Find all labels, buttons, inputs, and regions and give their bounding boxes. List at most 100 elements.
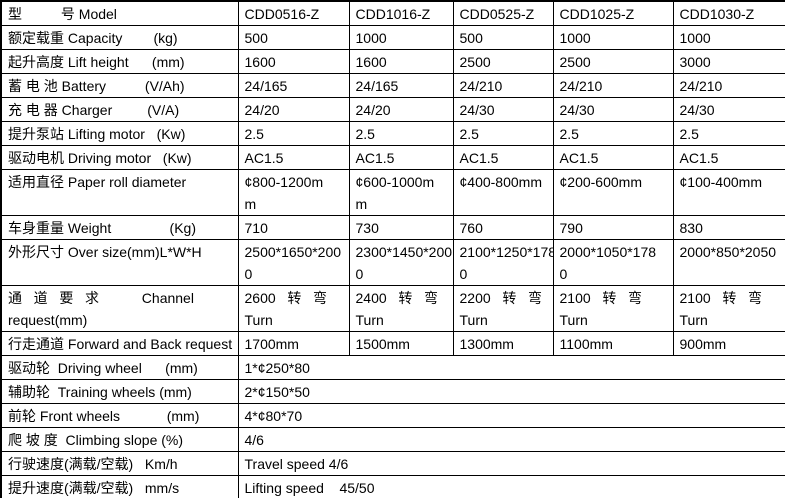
spec-label-driving-motor: 驱动电机 Driving motor (Kw) [0, 145, 239, 170]
table-row-training-wheels: 辅助轮 Training wheels (mm) 2*¢150*50 [0, 379, 785, 404]
spec-value: 24/165 [348, 73, 454, 98]
table-row-lift-height: 起升高度 Lift height (mm) 1600 1600 2500 250… [0, 49, 785, 74]
table-row-weight: 车身重量 Weight (Kg) 710 730 760 790 830 [0, 215, 785, 240]
spec-value: 1500mm [348, 331, 454, 356]
spec-value: 2.5 [452, 121, 554, 146]
spec-value: 2300*1450*200 0 [348, 239, 454, 286]
spec-value: 1000 [672, 25, 785, 50]
spec-value: 760 [452, 215, 554, 240]
spec-value-span: Lifting speed 45/50 [237, 475, 785, 498]
table-row-lifting-speed: 提升速度(满载/空载) mm/s Lifting speed 45/50 [0, 475, 785, 498]
spec-value: 790 [552, 215, 674, 240]
table-row-climbing-slope: 爬 坡 度 Climbing slope (%) 4/6 [0, 427, 785, 452]
model-header-cdd1030z: CDD1030-Z [672, 0, 785, 26]
spec-value: ¢800-1200m m [237, 169, 350, 216]
spec-label-training-wheels: 辅助轮 Training wheels (mm) [0, 379, 239, 404]
spec-value-span: 4*¢80*70 [237, 403, 785, 428]
spec-value: 2.5 [672, 121, 785, 146]
model-header-cdd1025z: CDD1025-Z [552, 0, 674, 26]
spec-value: 500 [237, 25, 350, 50]
spec-label-paper-roll-diameter: 适用直径 Paper roll diameter [0, 169, 239, 216]
spec-value: AC1.5 [237, 145, 350, 170]
spec-value: 2600 转 弯 Turn [237, 285, 350, 332]
spec-value: 2500 [452, 49, 554, 74]
spec-value: 2500*1650*200 0 [237, 239, 350, 286]
spec-value: 24/210 [672, 73, 785, 98]
spec-value: AC1.5 [552, 145, 674, 170]
model-header-cdd0525z: CDD0525-Z [452, 0, 554, 26]
spec-label-lifting-motor: 提升泵站 Lifting motor (Kw) [0, 121, 239, 146]
spec-value: 2500 [552, 49, 674, 74]
model-header-cdd0516z: CDD0516-Z [237, 0, 350, 26]
spec-value-span: Travel speed 4/6 [237, 451, 785, 476]
spec-value: 24/30 [552, 97, 674, 122]
spec-value: 3000 [672, 49, 785, 74]
spec-value: AC1.5 [348, 145, 454, 170]
spec-value: 1000 [552, 25, 674, 50]
spec-value: 2000*850*2050 [672, 239, 785, 286]
spec-value: 24/30 [452, 97, 554, 122]
spec-value: 24/210 [552, 73, 674, 98]
spec-label-climbing-slope: 爬 坡 度 Climbing slope (%) [0, 427, 239, 452]
spec-value: 24/165 [237, 73, 350, 98]
spec-value: ¢100-400mm [672, 169, 785, 216]
spec-label-lift-height: 起升高度 Lift height (mm) [0, 49, 239, 74]
spec-label-forward-back-request: 行走通道 Forward and Back request [0, 331, 239, 356]
spec-value: 830 [672, 215, 785, 240]
spec-value-span: 4/6 [237, 427, 785, 452]
spec-value: 2100 转 弯 Turn [672, 285, 785, 332]
spec-value: 1600 [348, 49, 454, 74]
table-row-paper-roll-diameter: 适用直径 Paper roll diameter ¢800-1200m m ¢6… [0, 169, 785, 216]
spec-label-battery: 蓄 电 池 Battery (V/Ah) [0, 73, 239, 98]
table-row-front-wheels: 前轮 Front wheels (mm) 4*¢80*70 [0, 403, 785, 428]
table-row-travel-speed: 行驶速度(满载/空载) Km/h Travel speed 4/6 [0, 451, 785, 476]
spec-value: 2100*1250*178 0 [452, 239, 554, 286]
spec-value-span: 1*¢250*80 [237, 355, 785, 380]
spec-label-front-wheels: 前轮 Front wheels (mm) [0, 403, 239, 428]
spec-value: 1100mm [552, 331, 674, 356]
model-row-label: 型 号 Model [0, 0, 239, 26]
table-row-forward-back-request: 行走通道 Forward and Back request 1700mm 150… [0, 331, 785, 356]
table-row-battery: 蓄 电 池 Battery (V/Ah) 24/165 24/165 24/21… [0, 73, 785, 98]
spec-value: 2100 转 弯 Turn [552, 285, 674, 332]
header-row: 型 号 Model CDD0516-Z CDD1016-Z CDD0525-Z … [0, 0, 785, 26]
table-row-driving-wheel: 驱动轮 Driving wheel (mm) 1*¢250*80 [0, 355, 785, 380]
spec-value: 24/20 [348, 97, 454, 122]
spec-value: 1000 [348, 25, 454, 50]
spec-value: 2.5 [237, 121, 350, 146]
spec-value: 24/30 [672, 97, 785, 122]
spec-value: ¢600-1000m m [348, 169, 454, 216]
spec-value: 1600 [237, 49, 350, 74]
spec-value: 2200 转 弯 Turn [452, 285, 554, 332]
spec-value: 710 [237, 215, 350, 240]
table-row-channel-request: 通 道 要 求 Channel request(mm) 2600 转 弯 Tur… [0, 285, 785, 332]
spec-value: ¢400-800mm [452, 169, 554, 216]
spec-label-charger: 充 电 器 Charger (V/A) [0, 97, 239, 122]
spec-value: 24/20 [237, 97, 350, 122]
table-row-lifting-motor: 提升泵站 Lifting motor (Kw) 2.5 2.5 2.5 2.5 … [0, 121, 785, 146]
spec-value: 730 [348, 215, 454, 240]
spec-value: 1300mm [452, 331, 554, 356]
spec-value: AC1.5 [672, 145, 785, 170]
table-row-capacity: 额定载重 Capacity (kg) 500 1000 500 1000 100… [0, 25, 785, 50]
spec-value: 24/210 [452, 73, 554, 98]
spec-value: AC1.5 [452, 145, 554, 170]
spec-value: ¢200-600mm [552, 169, 674, 216]
spec-value: 2400 转 弯 Turn [348, 285, 454, 332]
table-row-driving-motor: 驱动电机 Driving motor (Kw) AC1.5 AC1.5 AC1.… [0, 145, 785, 170]
spec-label-weight: 车身重量 Weight (Kg) [0, 215, 239, 240]
spec-value-span: 2*¢150*50 [237, 379, 785, 404]
table-row-over-size: 外形尺寸 Over size(mm)L*W*H 2500*1650*200 0 … [0, 239, 785, 286]
spec-label-capacity: 额定载重 Capacity (kg) [0, 25, 239, 50]
spec-value: 900mm [672, 331, 785, 356]
spec-value: 2.5 [348, 121, 454, 146]
spec-label-driving-wheel: 驱动轮 Driving wheel (mm) [0, 355, 239, 380]
spec-value: 2000*1050*178 0 [552, 239, 674, 286]
spec-value: 500 [452, 25, 554, 50]
spec-value: 2.5 [552, 121, 674, 146]
model-header-cdd1016z: CDD1016-Z [348, 0, 454, 26]
spec-label-lifting-speed: 提升速度(满载/空载) mm/s [0, 475, 239, 498]
spec-value: 1700mm [237, 331, 350, 356]
